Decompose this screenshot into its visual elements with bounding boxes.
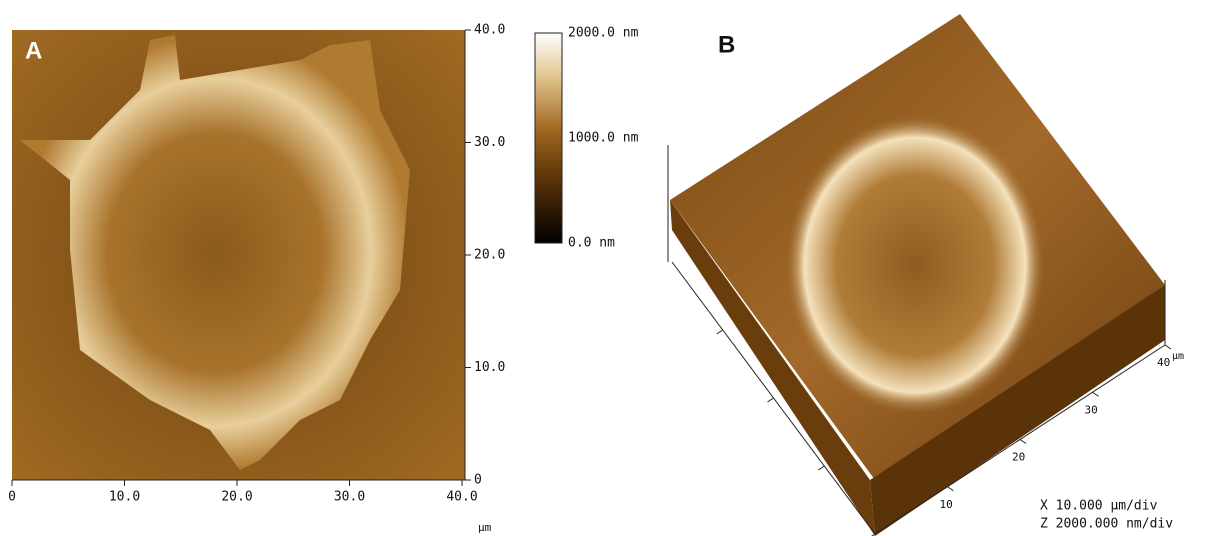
panel-label: B <box>718 31 735 58</box>
y-tick-label: 0 <box>474 473 482 488</box>
axis-unit: µm <box>1172 351 1184 362</box>
tick-label: 20 <box>1012 451 1025 464</box>
figure: A 010.020.030.040.040.030.020.010.00 µm … <box>0 0 1210 536</box>
cell-3d <box>785 115 1045 415</box>
panel-label: A <box>25 37 42 64</box>
x-unit: µm <box>478 521 492 534</box>
tick <box>1093 392 1099 396</box>
y-tick-label: 10.0 <box>474 360 505 375</box>
x-tick-label: 40.0 <box>446 490 477 505</box>
y-tick-label: 20.0 <box>474 248 505 263</box>
y-tick-label: 40.0 <box>474 23 505 38</box>
tick <box>717 330 723 334</box>
x-tick-label: 20.0 <box>221 490 252 505</box>
tick <box>948 487 954 491</box>
tick <box>1165 345 1171 349</box>
scale-text: X 10.000 µm/div <box>1040 499 1158 514</box>
scale-text: Z 2000.000 nm/div <box>1040 517 1173 532</box>
colorbar <box>535 33 562 243</box>
colorbar-label: 2000.0 nm <box>568 26 639 41</box>
tick-label: 10 <box>940 498 953 511</box>
tick-label: 40 <box>1157 356 1170 369</box>
y-tick-label: 30.0 <box>474 135 505 150</box>
x-tick-label: 0 <box>8 490 16 505</box>
tick <box>1020 440 1026 444</box>
tick <box>818 466 824 470</box>
x-tick-label: 10.0 <box>109 490 140 505</box>
colorbar-label: 0.0 nm <box>568 236 615 251</box>
colorbar-label: 1000.0 nm <box>568 131 639 146</box>
tick-label: 30 <box>1085 403 1098 416</box>
x-tick-label: 30.0 <box>334 490 365 505</box>
tick <box>768 398 774 402</box>
